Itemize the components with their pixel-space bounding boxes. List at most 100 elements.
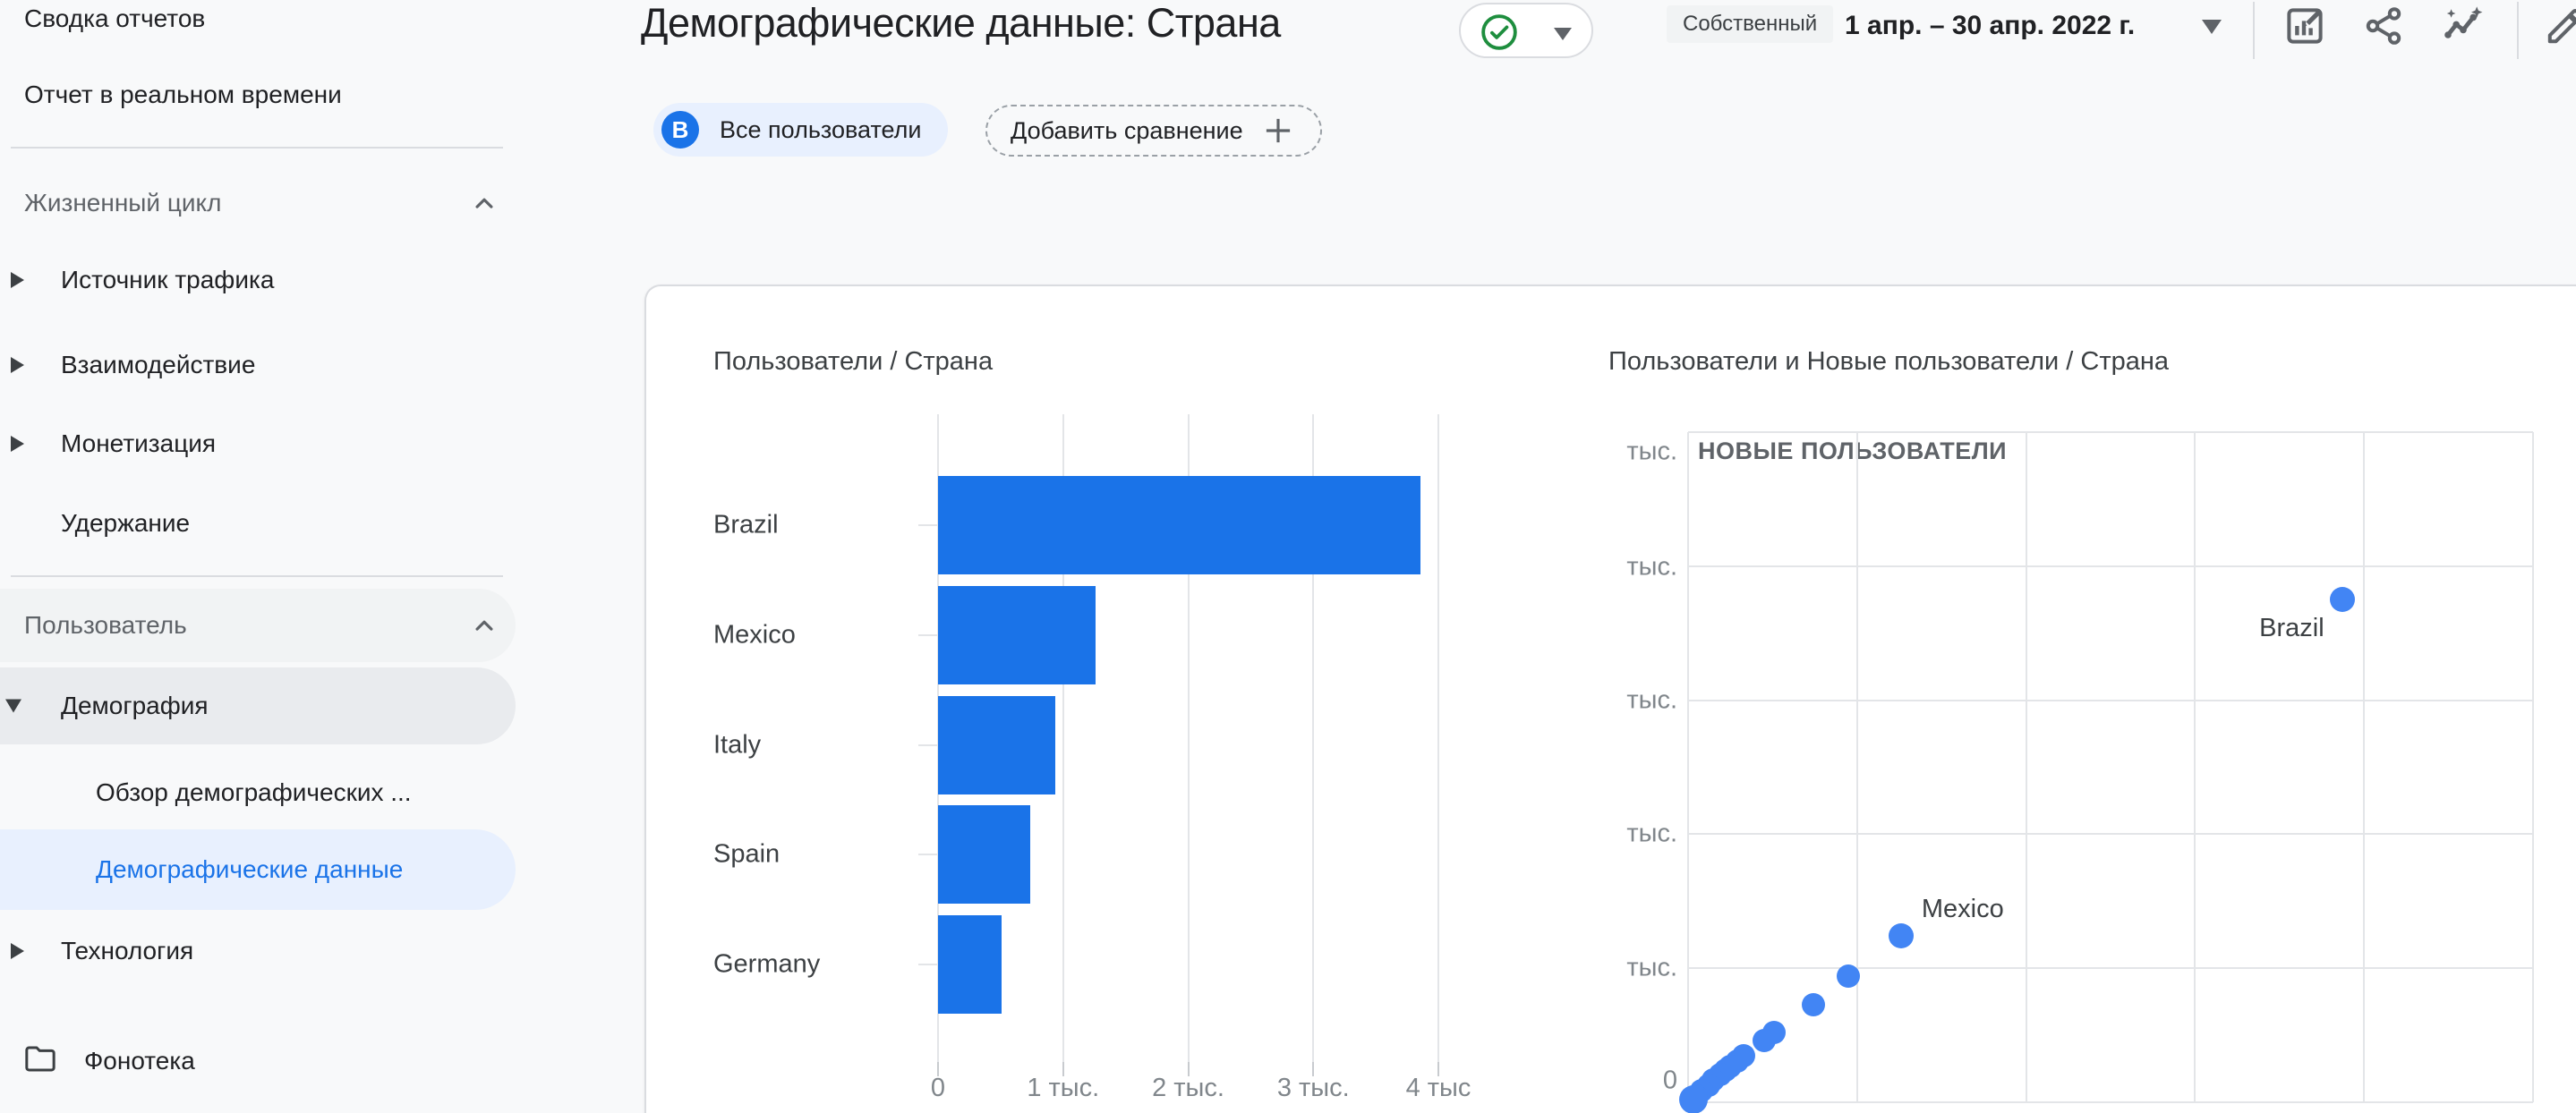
sidebar-item-7[interactable]: Удержание <box>0 483 516 564</box>
sidebar-item-14[interactable]: Фонотека <box>0 1021 516 1101</box>
scatter-y-tick-label: тыс. <box>1626 552 1677 582</box>
segment-avatar: B <box>661 111 699 149</box>
scatter-y-tick-label: тыс. <box>1626 819 1677 848</box>
scatter-point-mexico[interactable] <box>1888 923 1914 949</box>
sidebar-item-label: Обзор демографических ... <box>96 778 412 806</box>
bar-axis-tick <box>1187 1062 1190 1076</box>
report-status-dropdown[interactable] <box>1459 3 1593 58</box>
page-title: Демографические данные: Страна <box>641 0 1281 46</box>
bar-chart-title: Пользователи / Страна <box>713 347 994 376</box>
sidebar-item-label: Пользователь <box>24 611 187 639</box>
date-chevron-down-icon[interactable] <box>2202 20 2222 34</box>
bar-category-label: Germany <box>713 949 821 979</box>
sidebar-item-6[interactable]: Монетизация <box>0 404 516 484</box>
scatter-chart-title: Пользователи и Новые пользователи / Стра… <box>1608 347 2170 376</box>
bar-category-tick <box>918 854 938 856</box>
sidebar-item-12[interactable]: Демографические данные <box>0 829 516 910</box>
sidebar-item-0[interactable]: Сводка отчетов <box>0 0 516 59</box>
expand-arrow-icon <box>11 272 24 288</box>
scatter-point[interactable] <box>1678 1085 1708 1113</box>
bar-x-tick-label: 3 тыс. <box>1276 1074 1350 1102</box>
bar-category-tick <box>918 633 938 636</box>
add-comparison-button[interactable]: Добавить сравнение <box>985 105 1322 157</box>
scatter-v-gridline <box>2025 432 2027 1102</box>
sidebar-item-highlight <box>0 829 516 910</box>
scatter-point[interactable] <box>1837 964 1861 989</box>
share-icon[interactable] <box>2362 4 2405 47</box>
scatter-point-label: Brazil <box>2259 614 2324 643</box>
bar-germany[interactable] <box>938 915 1002 1015</box>
chevron-down-icon <box>1554 28 1572 40</box>
ownership-badge: Собственный <box>1667 5 1834 43</box>
sidebar-item-highlight <box>0 589 516 662</box>
scatter-v-gridline <box>1687 432 1689 1102</box>
scatter-y-tick-label: тыс. <box>1626 685 1677 715</box>
date-range-selector[interactable]: 1 апр. – 30 апр. 2022 г. <box>1845 11 2136 40</box>
bar-gridline <box>1312 414 1315 1062</box>
scatter-h-gridline <box>1688 565 2533 567</box>
sidebar-item-9[interactable]: Пользователь <box>0 585 516 666</box>
bar-category-label: Brazil <box>713 510 779 540</box>
bar-mexico[interactable] <box>938 585 1096 684</box>
scatter-point[interactable] <box>1801 992 1825 1016</box>
scatter-v-gridline <box>2532 432 2534 1102</box>
green-check-icon <box>1481 14 1517 50</box>
scatter-y-axis-label: НОВЫЕ ПОЛЬЗОВАТЕЛИ <box>1698 438 2008 464</box>
sidebar-item-1[interactable]: Отчет в реальном времени <box>0 55 516 135</box>
scatter-y-tick-label: тыс. <box>1626 953 1677 982</box>
bar-brazil[interactable] <box>938 476 1421 574</box>
toolbar-divider <box>2253 2 2255 59</box>
folder-icon <box>22 1041 58 1082</box>
scatter-h-gridline <box>1688 431 2533 433</box>
sidebar-item-5[interactable]: Взаимодействие <box>0 325 516 405</box>
sidebar-item-label: Фонотека <box>84 1047 195 1075</box>
segment-chip-all-users[interactable]: B Все пользователи <box>653 103 949 157</box>
sidebar-divider <box>11 147 503 149</box>
edit-icon[interactable] <box>2544 4 2576 47</box>
scatter-v-gridline <box>2194 432 2196 1102</box>
bar-axis-tick <box>1312 1062 1315 1076</box>
sidebar-item-10[interactable]: Демография <box>0 666 516 746</box>
scatter-point[interactable] <box>1752 1029 1776 1053</box>
chevron-up-icon <box>467 608 501 642</box>
bar-category-label: Italy <box>713 730 762 760</box>
expand-arrow-icon <box>11 436 24 452</box>
expand-arrow-icon <box>11 357 24 373</box>
sidebar-item-4[interactable]: Источник трафика <box>0 240 516 320</box>
sidebar-item-label: Удержание <box>61 509 191 537</box>
customize-report-icon[interactable] <box>2283 4 2326 47</box>
bar-category-tick <box>918 524 938 526</box>
bar-gridline <box>1062 414 1064 1062</box>
sidebar-item-label: Демографические данные <box>96 855 404 883</box>
bar-gridline <box>1437 414 1439 1062</box>
sidebar-item-11[interactable]: Обзор демографических ... <box>0 752 516 833</box>
sidebar-item-highlight <box>0 667 516 744</box>
segment-chip-label: Все пользователи <box>720 115 922 143</box>
scatter-h-gridline <box>1688 699 2533 701</box>
toolbar-divider <box>2517 2 2519 59</box>
insights-icon[interactable] <box>2442 4 2485 47</box>
bar-category-tick <box>918 964 938 966</box>
sidebar-item-3[interactable]: Жизненный цикл <box>0 163 516 243</box>
sidebar-item-label: Монетизация <box>61 429 217 457</box>
sidebar-item-13[interactable]: Технология <box>0 911 516 991</box>
bar-axis-tick <box>1437 1062 1439 1076</box>
bar-axis-tick <box>937 1062 939 1076</box>
bar-gridline <box>1187 414 1190 1062</box>
chevron-up-icon <box>467 186 501 220</box>
bar-spain[interactable] <box>938 805 1031 905</box>
scatter-point-label: Mexico <box>1921 895 2004 924</box>
bar-category-label: Mexico <box>713 620 796 650</box>
scatter-h-gridline <box>1688 967 2533 970</box>
scatter-point-brazil[interactable] <box>2329 587 2355 613</box>
scatter-v-gridline <box>1855 432 1858 1102</box>
bar-x-tick-label: 1 тыс. <box>1027 1074 1100 1102</box>
expand-arrow-icon <box>11 943 24 959</box>
bar-category-label: Spain <box>713 839 780 869</box>
sidebar-item-label: Источник трафика <box>61 266 275 293</box>
sidebar-item-label: Технология <box>61 937 194 964</box>
bar-category-tick <box>918 743 938 746</box>
sidebar-item-label: Жизненный цикл <box>24 189 222 217</box>
sidebar-item-label: Сводка отчетов <box>24 4 206 32</box>
bar-italy[interactable] <box>938 695 1056 794</box>
